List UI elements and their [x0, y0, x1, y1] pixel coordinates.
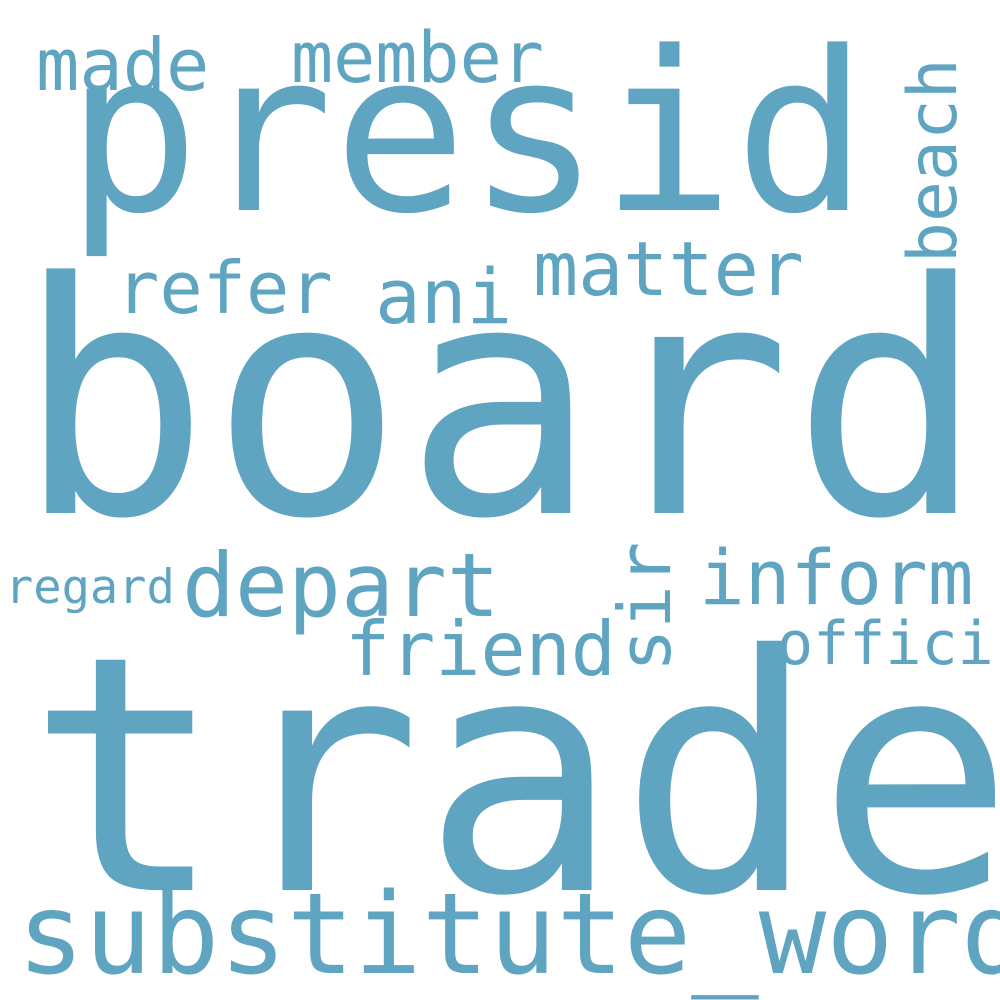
- word-regard: regard: [5, 560, 175, 615]
- word-trade: trade: [27, 587, 1000, 968]
- word-member: member: [291, 17, 544, 99]
- word-refer: refer: [116, 246, 333, 330]
- word-made: made: [36, 23, 210, 107]
- word-depart: depart: [182, 534, 500, 637]
- word-inform: inform: [699, 533, 974, 622]
- word-substitute-word: substitute_word: [17, 870, 1000, 1000]
- word-presid: presid: [66, 5, 868, 263]
- word-board: board: [16, 214, 986, 589]
- word-matter: matter: [533, 225, 804, 313]
- word-offici: offici: [777, 609, 994, 679]
- word-friend: friend: [345, 605, 616, 693]
- word-ani: ani: [375, 252, 513, 341]
